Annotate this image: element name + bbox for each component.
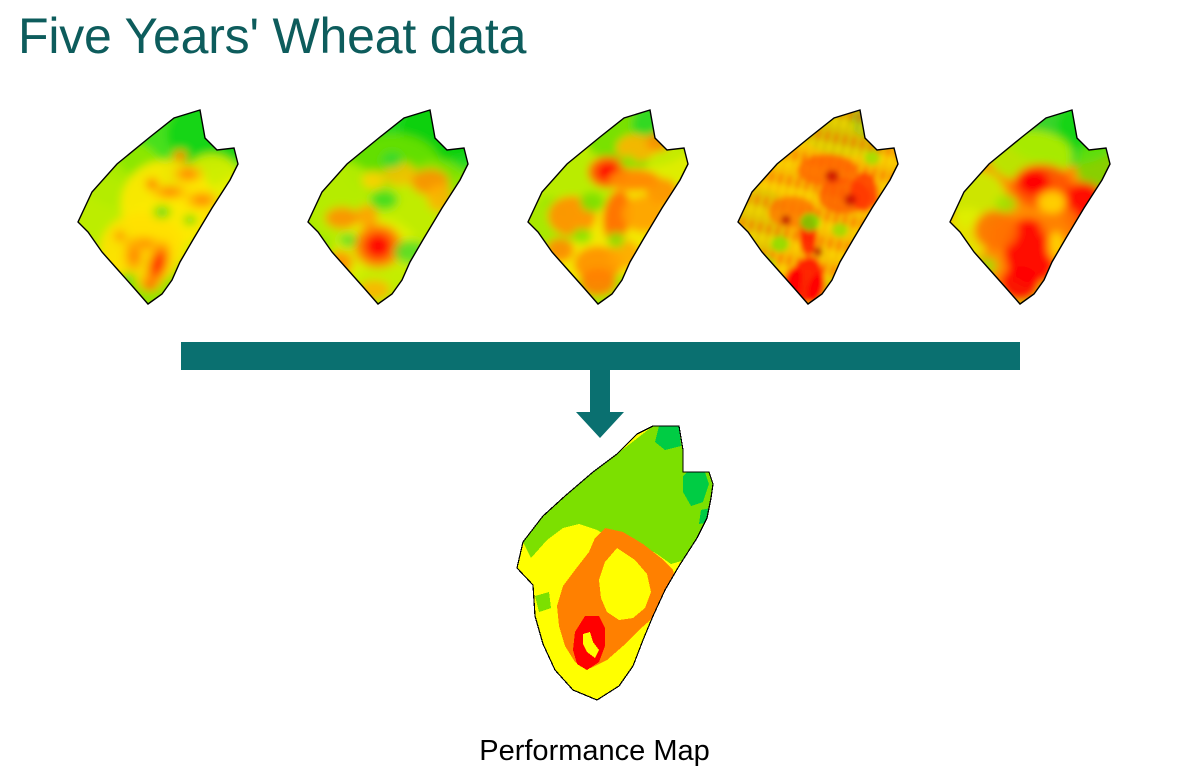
zone-high xyxy=(523,426,713,564)
zone-very-high-b xyxy=(683,472,709,506)
performance-map-outline xyxy=(516,425,714,701)
performance-map xyxy=(447,420,777,735)
aggregation-bar xyxy=(181,342,1020,370)
zone-medium-island xyxy=(599,548,651,620)
yield-map-year-2 xyxy=(292,104,507,316)
yield-map-year-1 xyxy=(62,104,277,316)
yield-map-year-5-graphic xyxy=(949,109,1111,305)
yield-map-year-3 xyxy=(512,104,727,316)
down-arrow-icon xyxy=(565,368,635,440)
page-title: Five Years' Wheat data xyxy=(18,8,527,64)
yield-map-year-3-graphic xyxy=(527,109,689,305)
yield-map-year-2-graphic xyxy=(307,109,469,305)
performance-map-graphic xyxy=(516,425,714,701)
yield-map-year-4 xyxy=(722,104,937,316)
yield-map-year-1-graphic xyxy=(77,109,239,305)
down-arrow-icon-graphic xyxy=(576,368,624,438)
performance-map-caption: Performance Map xyxy=(479,735,710,767)
zone-very-high-a xyxy=(655,426,681,450)
zone-very-low-streak xyxy=(583,632,599,658)
yield-map-year-5 xyxy=(934,104,1149,316)
yield-map-year-4-graphic xyxy=(737,109,899,305)
yield-map-row xyxy=(0,104,1189,316)
zone-high-d xyxy=(535,592,551,612)
